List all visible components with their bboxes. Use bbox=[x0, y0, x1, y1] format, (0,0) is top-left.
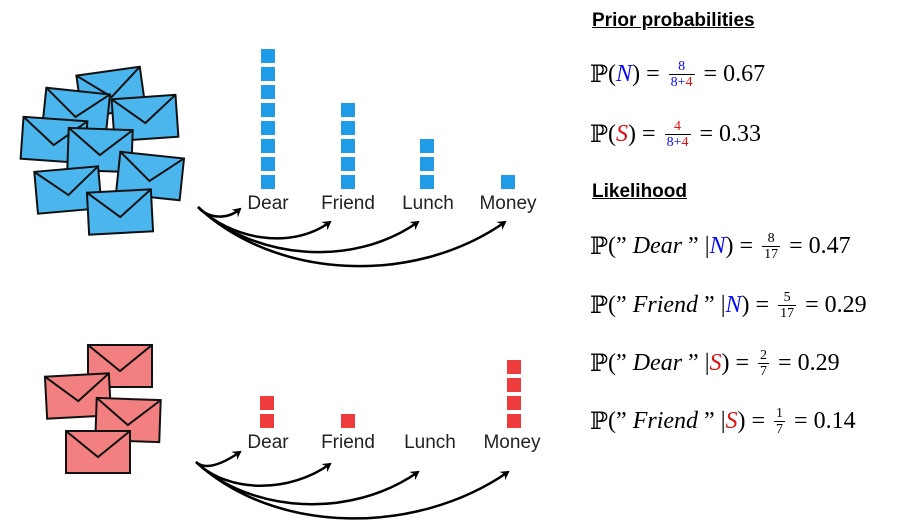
spam-word-label-friend: Friend bbox=[321, 432, 375, 453]
normal-bar-dear-block bbox=[261, 175, 275, 189]
spam-word-label-dear: Dear bbox=[247, 432, 289, 453]
likelihood-friend-N-equation: ℙ (” Friend” | N) = 5 17 = 0.29 bbox=[590, 289, 867, 321]
prob-symbol: ℙ bbox=[590, 61, 609, 88]
normal-bar-dear-block bbox=[261, 103, 275, 117]
class-S: S bbox=[709, 349, 722, 376]
fraction-denominator-b: 4 bbox=[681, 134, 689, 150]
class-S: S bbox=[616, 120, 629, 147]
spam-curved-arrow-icon bbox=[195, 461, 420, 506]
normal-word-label-dear: Dear bbox=[247, 193, 289, 214]
spam-envelope-stack-icon bbox=[43, 344, 162, 474]
spam-bar-money-block bbox=[507, 378, 521, 392]
prob-symbol: ℙ bbox=[590, 350, 609, 377]
fraction-denominator-a: 8 bbox=[666, 134, 674, 150]
normal-word-label-lunch: Lunch bbox=[402, 193, 454, 214]
prior-S-fraction: 4 8+4 bbox=[664, 118, 691, 150]
spam-word-label-lunch: Lunch bbox=[404, 432, 456, 453]
prior-S-result: 0.33 bbox=[719, 120, 762, 147]
likelihood-friend-N-result: 0.29 bbox=[824, 291, 867, 318]
spam-curved-arrow-icon bbox=[195, 450, 242, 468]
envelope-icon bbox=[33, 165, 103, 215]
likelihood-dear-N-equation: ℙ (” Dear” | N) = 8 17 = 0.47 bbox=[590, 230, 851, 262]
fraction-numerator: 4 bbox=[674, 118, 682, 134]
spam-word-label-money: Money bbox=[483, 432, 541, 453]
normal-word-label-money: Money bbox=[479, 193, 537, 214]
fraction-denominator: 17 bbox=[778, 304, 797, 321]
normal-bar-money-block bbox=[501, 175, 515, 189]
spam-bar-friend-block bbox=[341, 414, 355, 428]
class-N: N bbox=[616, 60, 633, 87]
fraction-denominator: 7 bbox=[758, 362, 770, 379]
normal-bar-dear-block bbox=[261, 157, 275, 171]
normal-bar-dear-block bbox=[261, 85, 275, 99]
fraction-denominator: 7 bbox=[774, 420, 786, 437]
class-N: N bbox=[709, 232, 726, 259]
class-S: S bbox=[725, 407, 738, 434]
likelihood-heading: Likelihood bbox=[592, 181, 687, 202]
normal-bar-friend-block bbox=[341, 103, 355, 117]
fraction-numerator: 8 bbox=[678, 58, 686, 74]
word: Dear bbox=[632, 349, 683, 376]
word: Dear bbox=[632, 232, 683, 259]
spam-bar-dear-block bbox=[260, 414, 274, 428]
normal-bar-lunch-block bbox=[420, 157, 434, 171]
normal-envelope-stack-icon bbox=[19, 65, 186, 236]
spam-curved-arrow-icon bbox=[195, 461, 510, 520]
normal-word-count-bars bbox=[261, 49, 515, 189]
fraction-denominator-b: 4 bbox=[685, 74, 693, 90]
prior-N-fraction: 8 8+4 bbox=[668, 58, 695, 90]
prob-symbol: ℙ bbox=[590, 292, 609, 319]
fraction-denominator-a: 8 bbox=[670, 74, 678, 90]
normal-curved-arrow-icon bbox=[197, 206, 507, 268]
word: Friend bbox=[632, 291, 699, 318]
fraction-numerator: 5 bbox=[783, 289, 791, 305]
spam-bar-dear-block bbox=[260, 396, 274, 410]
normal-bar-dear-block bbox=[261, 121, 275, 135]
envelope-icon bbox=[43, 372, 113, 420]
normal-bar-friend-block bbox=[341, 139, 355, 153]
normal-word-label-friend: Friend bbox=[321, 193, 375, 214]
word: Friend bbox=[632, 407, 699, 434]
normal-bar-dear-block bbox=[261, 49, 275, 63]
likelihood-dear-S-result: 0.29 bbox=[797, 349, 840, 376]
normal-bar-friend-block bbox=[341, 121, 355, 135]
normal-bar-lunch-block bbox=[420, 139, 434, 153]
prob-symbol: ℙ bbox=[590, 233, 609, 260]
prob-symbol: ℙ bbox=[590, 121, 609, 148]
spam-bar-money-block bbox=[507, 360, 521, 374]
class-N: N bbox=[725, 291, 742, 318]
normal-bar-lunch-block bbox=[420, 175, 434, 189]
spam-curved-arrows bbox=[195, 450, 510, 520]
prior-N-equation: ℙ(N) = 8 8+4 = 0.67 bbox=[590, 58, 766, 90]
fraction-numerator: 8 bbox=[767, 230, 775, 246]
normal-bar-friend-block bbox=[341, 175, 355, 189]
prior-S-equation: ℙ(S) = 4 8+4 = 0.33 bbox=[590, 118, 762, 150]
fraction-numerator: 1 bbox=[776, 405, 784, 421]
prior-probabilities-heading: Prior probabilities bbox=[592, 10, 755, 31]
normal-bar-dear-block bbox=[261, 139, 275, 153]
normal-bar-friend-block bbox=[341, 157, 355, 171]
spam-bar-money-block bbox=[507, 396, 521, 410]
envelope-icon bbox=[85, 188, 155, 236]
spam-word-count-bars bbox=[260, 360, 521, 428]
fraction-denominator: 17 bbox=[762, 245, 781, 262]
likelihood-friend-S-result: 0.14 bbox=[813, 407, 856, 434]
normal-bar-dear-block bbox=[261, 67, 275, 81]
prob-symbol: ℙ bbox=[590, 408, 609, 435]
fraction-numerator: 2 bbox=[760, 347, 768, 363]
normal-curved-arrows bbox=[197, 206, 507, 268]
spam-bar-money-block bbox=[507, 414, 521, 428]
envelope-icon bbox=[65, 430, 131, 474]
prior-N-result: 0.67 bbox=[723, 60, 766, 87]
likelihood-dear-N-result: 0.47 bbox=[808, 232, 851, 259]
